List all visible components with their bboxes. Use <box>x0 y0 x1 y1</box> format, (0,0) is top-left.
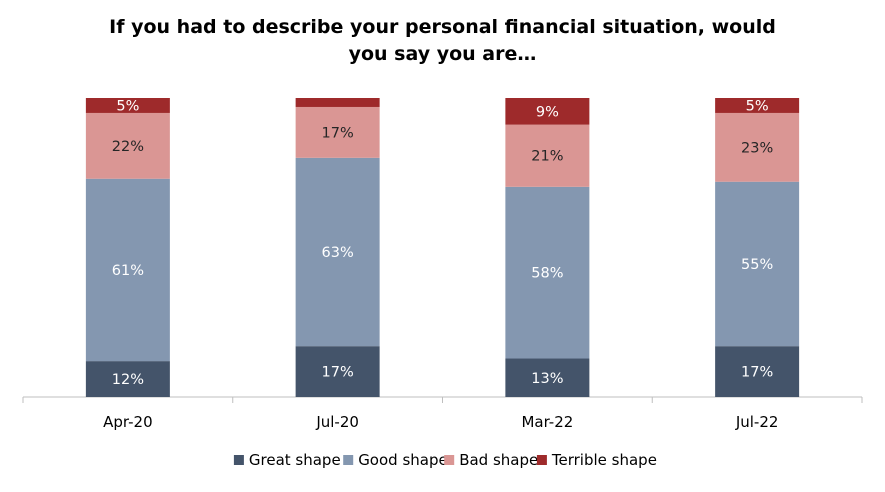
data-label: 63% <box>322 245 354 261</box>
legend-swatch <box>444 455 455 465</box>
x-tick-label: Apr-20 <box>103 413 153 431</box>
bar-segment <box>505 98 590 125</box>
bar-segment <box>295 346 380 397</box>
data-label: 55% <box>741 257 773 273</box>
data-label: 9% <box>536 104 559 120</box>
bar-segment <box>295 98 380 107</box>
bar-segment <box>715 98 800 113</box>
bar-segment <box>715 181 800 347</box>
data-label: 5% <box>116 98 139 114</box>
legend-label: Terrible shape <box>551 451 657 469</box>
bar-segment <box>85 178 170 362</box>
bar-segment <box>715 112 800 182</box>
legend-label: Great shape <box>249 451 341 469</box>
bar-segment <box>505 186 590 359</box>
bar-segment <box>85 98 170 113</box>
bar-segment <box>715 346 800 397</box>
data-label: 58% <box>531 266 563 282</box>
data-label: 61% <box>112 263 144 279</box>
x-tick-label: Jul-20 <box>315 413 359 431</box>
x-tick-label: Mar-22 <box>521 413 573 431</box>
bar-segment <box>295 106 380 158</box>
legend-swatch <box>343 455 354 465</box>
legend-label: Bad shape <box>459 451 538 469</box>
data-label: 17% <box>741 365 773 381</box>
data-label: 13% <box>531 371 563 387</box>
bar-segment <box>85 361 170 397</box>
bar-segment <box>85 112 170 179</box>
bar-segment <box>295 157 380 347</box>
data-label: 22% <box>112 139 144 155</box>
legend-swatch <box>233 455 244 465</box>
bar-segment <box>505 358 590 397</box>
x-tick-label: Jul-22 <box>735 413 779 431</box>
chart-title: If you had to describe your personal fin… <box>109 16 776 65</box>
legend-label: Good shape <box>358 451 448 469</box>
data-label: 17% <box>322 365 354 381</box>
data-label: 23% <box>741 140 773 156</box>
data-label: 17% <box>322 125 354 141</box>
data-label: 5% <box>746 98 769 114</box>
data-label: 12% <box>112 372 144 388</box>
bar-segment <box>505 124 590 187</box>
legend-swatch <box>536 455 547 465</box>
data-label: 21% <box>531 149 563 165</box>
